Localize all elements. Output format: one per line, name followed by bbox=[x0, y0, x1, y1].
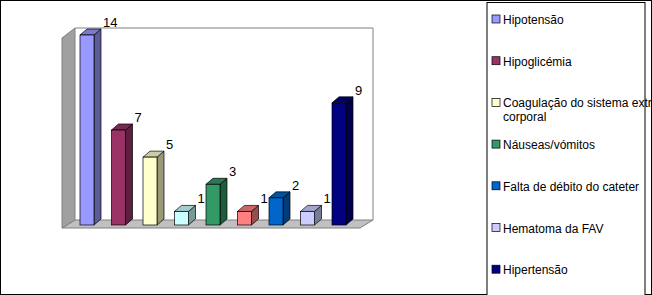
bar-front bbox=[269, 198, 283, 225]
legend-box bbox=[487, 3, 645, 295]
legend-label: Náuseas/vómitos bbox=[503, 138, 595, 152]
bar-top bbox=[332, 97, 353, 103]
legend-line: Coagulação do sistema extra bbox=[503, 96, 652, 110]
bar bbox=[269, 192, 290, 225]
legend-label: Coagulação do sistema extracorporal bbox=[503, 96, 652, 124]
data-label: 5 bbox=[166, 137, 173, 152]
bar-front bbox=[301, 211, 315, 225]
legend-swatch bbox=[492, 15, 500, 23]
data-label: 3 bbox=[229, 164, 236, 179]
bar-front bbox=[80, 35, 94, 225]
legend-label: Hipoglicémia bbox=[503, 55, 572, 69]
bar bbox=[301, 205, 322, 225]
legend-line: Náuseas/vómitos bbox=[503, 138, 595, 152]
bar bbox=[206, 178, 227, 225]
bar-side bbox=[126, 124, 133, 225]
chart: 14 7 5 1 3 1 2 1 9 Hipotensão Hipoglicémia Coagulaç… bbox=[0, 0, 652, 295]
bar-top bbox=[80, 29, 101, 35]
legend-swatch bbox=[492, 98, 500, 106]
data-label: 14 bbox=[103, 15, 117, 30]
bar-side bbox=[346, 97, 353, 225]
data-label: 1 bbox=[324, 191, 331, 206]
bar-top bbox=[206, 178, 227, 184]
bars bbox=[80, 29, 353, 225]
bar-top bbox=[175, 205, 196, 211]
bar bbox=[80, 29, 101, 225]
bar-top bbox=[269, 192, 290, 198]
bar-side bbox=[220, 178, 227, 225]
legend-label: Hematoma da FAV bbox=[503, 222, 604, 236]
legend-label: Hipotensão bbox=[503, 13, 564, 27]
bar-top bbox=[112, 124, 133, 130]
legend-swatch bbox=[492, 57, 500, 65]
bar bbox=[175, 205, 196, 225]
bar-front bbox=[332, 103, 346, 225]
legend-swatch bbox=[492, 140, 500, 148]
legend-label: Hipertensão bbox=[503, 263, 568, 277]
data-label: 1 bbox=[261, 191, 268, 206]
bar-side bbox=[94, 29, 101, 225]
legend-line: corporal bbox=[503, 110, 546, 124]
data-label: 7 bbox=[135, 110, 142, 125]
legend-label: Falta de débito do cateter bbox=[503, 180, 639, 194]
legend-line: Falta de débito do cateter bbox=[503, 180, 639, 194]
bar bbox=[238, 205, 259, 225]
legend-swatch bbox=[492, 224, 500, 232]
data-label: 9 bbox=[355, 83, 362, 98]
bar bbox=[143, 151, 164, 225]
bar-top bbox=[143, 151, 164, 157]
bar-top bbox=[238, 205, 259, 211]
bar-front bbox=[175, 211, 189, 225]
data-label: 1 bbox=[198, 191, 205, 206]
bar bbox=[332, 97, 353, 225]
legend-line: Hipotensão bbox=[503, 13, 564, 27]
legend: Hipotensão Hipoglicémia Coagulação do sist… bbox=[492, 13, 652, 277]
bar-front bbox=[112, 130, 126, 225]
data-label: 2 bbox=[292, 178, 299, 193]
legend-swatch bbox=[492, 265, 500, 273]
bar-front bbox=[206, 184, 220, 225]
bar-front bbox=[238, 211, 252, 225]
legend-swatch bbox=[492, 182, 500, 190]
bar-side bbox=[157, 151, 164, 225]
legend-line: Hematoma da FAV bbox=[503, 222, 604, 236]
legend-line: Hipertensão bbox=[503, 263, 568, 277]
bar-front bbox=[143, 157, 157, 225]
bar-top bbox=[301, 205, 322, 211]
side-wall bbox=[62, 28, 75, 228]
bar bbox=[112, 124, 133, 225]
data-labels: 14 7 5 1 3 1 2 1 9 bbox=[103, 15, 362, 206]
legend-line: Hipoglicémia bbox=[503, 55, 572, 69]
